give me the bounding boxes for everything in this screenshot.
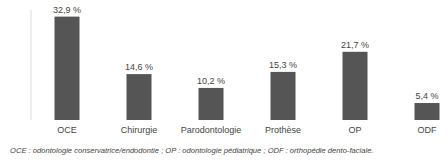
- x-tick-label: Prothèse: [265, 125, 301, 135]
- x-tick-label: Chirurgie: [121, 125, 158, 135]
- caption: OCE : odontologie conservatrice/endodont…: [10, 146, 373, 155]
- data-label: 15,3 %: [269, 60, 297, 70]
- data-label: 5,4 %: [415, 91, 438, 101]
- bar: [55, 17, 80, 120]
- chart-svg: 32,9 % 14,6 % 10,2 % 15,3 % 21,7 % 5,4 % OCE Ch…: [0, 0, 448, 162]
- x-tick-label: Parodontologie: [181, 125, 242, 135]
- chart-container: 32,9 % 14,6 % 10,2 % 15,3 % 21,7 % 5,4 % OCE Ch…: [0, 0, 448, 162]
- data-label: 14,6 %: [125, 62, 153, 72]
- x-tick-label: OP: [348, 125, 361, 135]
- x-tick-label: ODF: [418, 125, 438, 135]
- bars: [55, 17, 440, 120]
- data-label: 21,7 %: [341, 40, 369, 50]
- bar: [271, 72, 296, 120]
- bar: [343, 52, 368, 120]
- x-tick-label: OCE: [57, 125, 77, 135]
- bar: [199, 88, 224, 120]
- data-label: 10,2 %: [197, 76, 225, 86]
- data-label: 32,9 %: [53, 5, 81, 15]
- bar: [127, 74, 152, 120]
- y-axis-line: [31, 10, 32, 120]
- bar: [415, 103, 440, 120]
